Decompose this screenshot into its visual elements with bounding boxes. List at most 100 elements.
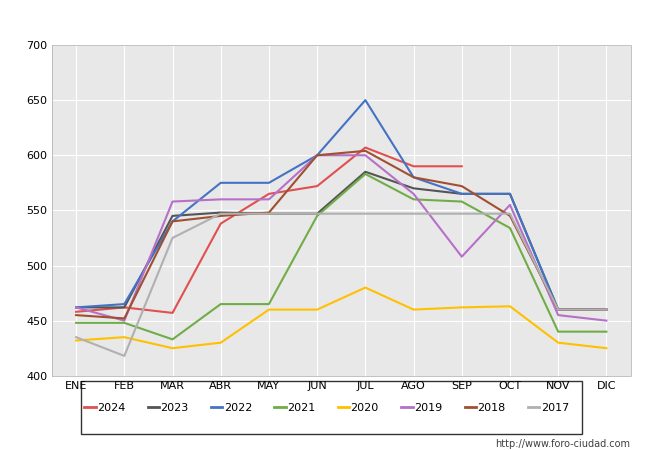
2020 — [313, 307, 321, 312]
2020 — [217, 340, 225, 346]
2017 — [168, 235, 176, 241]
2021 — [72, 320, 80, 325]
2023 — [217, 210, 225, 215]
Text: 2021: 2021 — [287, 403, 315, 414]
2019 — [265, 197, 273, 202]
2023 — [458, 191, 465, 197]
2021 — [313, 213, 321, 219]
2018 — [458, 184, 465, 189]
Text: 2024: 2024 — [97, 403, 125, 414]
2017 — [313, 211, 321, 216]
2023 — [168, 213, 176, 219]
2018 — [120, 316, 128, 321]
2019 — [361, 153, 369, 158]
2020 — [120, 334, 128, 340]
Text: 2020: 2020 — [350, 403, 379, 414]
2017 — [265, 211, 273, 216]
2018 — [168, 219, 176, 224]
2021 — [410, 197, 417, 202]
2020 — [506, 304, 514, 309]
Text: Afiliados en Alange a 30/9/2024: Afiliados en Alange a 30/9/2024 — [181, 11, 469, 29]
2017 — [458, 211, 465, 216]
2019 — [313, 153, 321, 158]
2020 — [72, 338, 80, 343]
2023 — [554, 307, 562, 312]
2022 — [313, 153, 321, 158]
2018 — [603, 307, 610, 312]
Text: 2018: 2018 — [477, 403, 506, 414]
2020 — [458, 305, 465, 310]
Line: 2020: 2020 — [76, 288, 606, 348]
2023 — [313, 211, 321, 216]
2021 — [554, 329, 562, 334]
2019 — [72, 305, 80, 310]
2020 — [265, 307, 273, 312]
2017 — [554, 307, 562, 312]
2018 — [554, 307, 562, 312]
2023 — [72, 305, 80, 310]
2021 — [265, 302, 273, 307]
Line: 2021: 2021 — [76, 174, 606, 339]
2017 — [410, 211, 417, 216]
2023 — [265, 211, 273, 216]
2024 — [217, 221, 225, 226]
2018 — [217, 213, 225, 219]
2019 — [506, 202, 514, 207]
Text: 2019: 2019 — [414, 403, 442, 414]
2022 — [410, 175, 417, 180]
2020 — [361, 285, 369, 290]
Line: 2019: 2019 — [76, 155, 606, 321]
Line: 2017: 2017 — [76, 214, 606, 356]
2024 — [168, 310, 176, 315]
2021 — [361, 171, 369, 177]
2022 — [120, 302, 128, 307]
2024 — [313, 184, 321, 189]
Text: 2023: 2023 — [161, 403, 188, 414]
2020 — [168, 346, 176, 351]
2017 — [361, 211, 369, 216]
2022 — [265, 180, 273, 185]
2022 — [603, 307, 610, 312]
2022 — [217, 180, 225, 185]
2019 — [168, 199, 176, 204]
2024 — [458, 164, 465, 169]
2024 — [410, 164, 417, 169]
Line: 2023: 2023 — [76, 172, 606, 310]
2024 — [361, 145, 369, 150]
2022 — [458, 191, 465, 197]
2022 — [168, 219, 176, 224]
2023 — [603, 307, 610, 312]
2021 — [506, 225, 514, 231]
2023 — [410, 185, 417, 191]
2019 — [458, 254, 465, 259]
2022 — [72, 305, 80, 310]
2024 — [120, 305, 128, 310]
2017 — [506, 211, 514, 216]
2023 — [506, 191, 514, 197]
2022 — [361, 98, 369, 103]
2021 — [217, 302, 225, 307]
Line: 2018: 2018 — [76, 151, 606, 319]
2019 — [217, 197, 225, 202]
2017 — [217, 211, 225, 216]
2019 — [120, 318, 128, 324]
2021 — [120, 320, 128, 325]
2017 — [120, 353, 128, 359]
2018 — [410, 175, 417, 180]
2022 — [506, 191, 514, 197]
2020 — [603, 346, 610, 351]
2017 — [72, 334, 80, 340]
Text: 2022: 2022 — [224, 403, 252, 414]
2024 — [265, 191, 273, 197]
2023 — [120, 305, 128, 310]
2022 — [554, 307, 562, 312]
2018 — [265, 210, 273, 215]
Line: 2024: 2024 — [76, 148, 462, 313]
Text: 2017: 2017 — [541, 403, 569, 414]
2020 — [554, 340, 562, 346]
2021 — [168, 337, 176, 342]
2018 — [313, 153, 321, 158]
2018 — [72, 312, 80, 318]
2024 — [72, 309, 80, 315]
2019 — [410, 191, 417, 197]
